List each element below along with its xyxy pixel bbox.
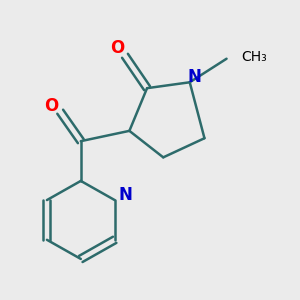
Text: N: N: [118, 186, 132, 204]
Text: CH₃: CH₃: [241, 50, 267, 64]
Text: O: O: [110, 39, 125, 57]
Text: O: O: [44, 98, 58, 116]
Text: N: N: [188, 68, 202, 86]
